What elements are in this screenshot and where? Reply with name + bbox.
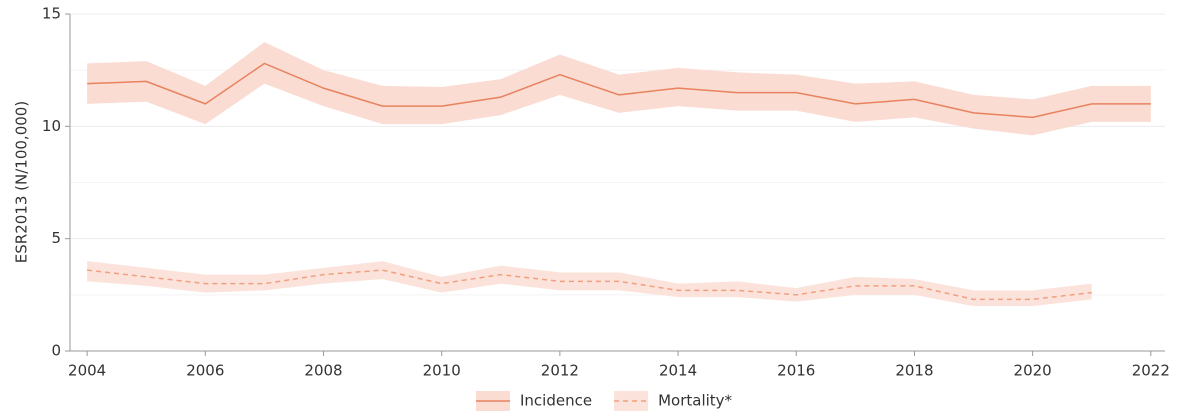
x-tick-label: 2012 [541, 362, 579, 380]
y-tick-label: 10 [42, 117, 61, 135]
legend-item: Mortality* [614, 391, 733, 411]
legend-item: Incidence [476, 391, 592, 411]
x-tick-label: 2004 [68, 362, 106, 380]
x-tick-label: 2008 [304, 362, 342, 380]
legend-label: Incidence [520, 392, 592, 410]
confidence-band [87, 261, 1092, 307]
legend-label: Mortality* [658, 392, 732, 410]
x-tick-label: 2014 [659, 362, 697, 380]
y-axis-label: ESR2013 (N/100,000) [13, 101, 31, 263]
series-line [87, 269, 1092, 301]
x-tick-label: 2020 [1014, 362, 1052, 380]
y-tick-label: 5 [51, 229, 61, 247]
y-tick-label: 0 [51, 342, 61, 360]
x-tick-label: 2006 [186, 362, 224, 380]
x-tick-label: 2022 [1132, 362, 1170, 380]
x-tick-label: 2018 [895, 362, 933, 380]
x-tick-label: 2016 [777, 362, 815, 380]
legend-swatch [614, 391, 649, 411]
series-line [87, 62, 1151, 119]
x-tick-label: 2010 [423, 362, 461, 380]
y-tick-label: 15 [42, 5, 61, 23]
confidence-band [87, 42, 1151, 136]
